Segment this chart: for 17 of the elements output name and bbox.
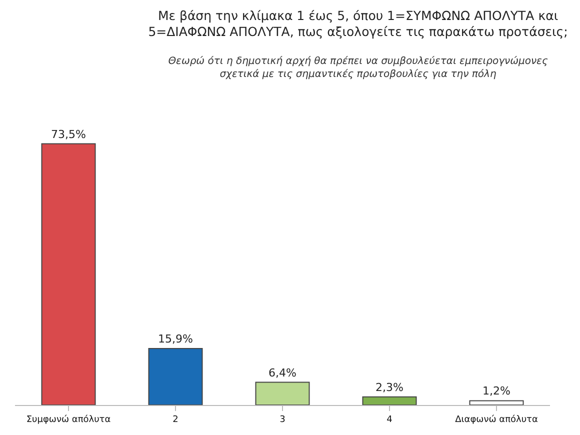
data-label: 6,4% <box>268 366 296 380</box>
data-label: 15,9% <box>158 332 193 346</box>
x-tick-label: 4 <box>386 414 393 425</box>
bar <box>255 382 310 405</box>
bar <box>469 400 524 405</box>
x-tick-label: Διαφωνώ απόλυτα <box>455 414 538 425</box>
chart-subtitle: Θεωρώ ότι η δημοτική αρχή θα πρέπει να συμβουλεύεται εμπειρογνώμονες σχετικά με τις σημαντικές πρωτοβουλίες για την πόλη <box>167 54 549 82</box>
x-tick-label: 3 <box>280 414 286 425</box>
chart-title: Με βάση την κλίμακα 1 έως 5, όπου 1=ΣΥΜΦΩΝΩ ΑΠΟΛΥΤΑ και 5=ΔΙΑΦΩΝΩ ΑΠΟΛΥΤΑ, πως αξιολογείτε τις παρακάτω προτάσεις; <box>147 8 569 40</box>
data-label: 2,3% <box>376 380 404 394</box>
data-label: 73,5% <box>51 128 86 141</box>
bar <box>41 143 96 405</box>
bar <box>362 396 417 405</box>
x-tick-label: 2 <box>172 414 178 425</box>
x-tick-label: Συμφωνώ απόλυτα <box>26 414 111 425</box>
bar <box>148 348 203 405</box>
data-label: 1,2% <box>482 384 510 398</box>
